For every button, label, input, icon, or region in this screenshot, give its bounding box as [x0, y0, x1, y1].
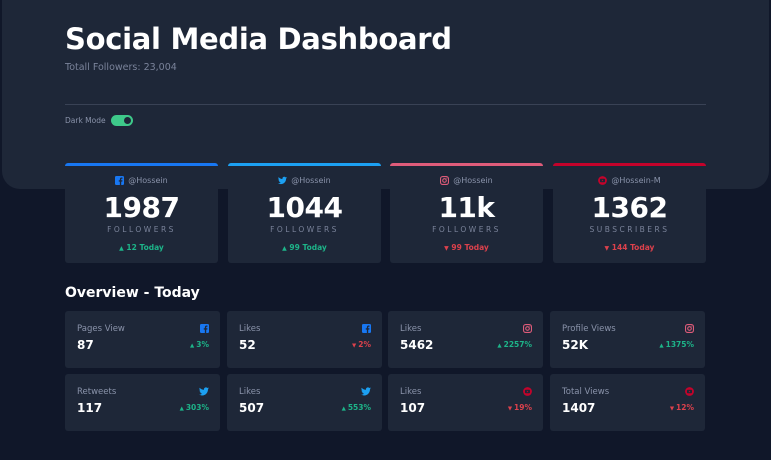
- overview-label: Retweets: [77, 387, 117, 397]
- overview-value: 52K: [562, 338, 588, 352]
- overview-change: ▼ 2%: [352, 340, 371, 349]
- card-count: 11k: [438, 191, 495, 224]
- overview-card[interactable]: Profile Views 52K ▲ 1375%: [550, 311, 705, 368]
- toggle-knob: [124, 117, 131, 124]
- trend-arrow-icon: ▼: [444, 245, 449, 252]
- overview-label: Likes: [400, 387, 422, 397]
- overview-label: Likes: [239, 387, 261, 397]
- overview-title: Overview - Today: [65, 285, 200, 301]
- card-change: ▲ 99 Today: [282, 243, 327, 252]
- overview-value: 87: [77, 338, 94, 352]
- overview-value: 117: [77, 401, 103, 415]
- instagram-icon: [440, 176, 450, 185]
- trend-arrow-icon: ▲: [282, 245, 287, 252]
- card-accent-bar: [553, 163, 706, 166]
- card-accent-bar: [228, 163, 381, 166]
- dark-mode-label: Dark Mode: [65, 116, 106, 125]
- card-unit: FOLLOWERS: [107, 225, 176, 234]
- follower-card-youtube[interactable]: @Hossein-M 1362 SUBSCRIBERS ▼ 144 Today: [553, 163, 706, 263]
- card-unit: FOLLOWERS: [270, 225, 339, 234]
- facebook-icon: [199, 323, 209, 333]
- twitter-icon: [278, 176, 288, 185]
- trend-arrow-icon: ▲: [341, 406, 346, 412]
- facebook-icon: [115, 176, 125, 185]
- trend-arrow-icon: ▼: [604, 245, 610, 252]
- overview-change: ▲ 303%: [179, 403, 209, 412]
- follower-card-facebook[interactable]: @Hossein 1987 FOLLOWERS ▲ 12 Today: [65, 163, 218, 263]
- header-panel: [2, 0, 769, 189]
- card-accent-bar: [65, 163, 218, 166]
- card-count: 1362: [591, 191, 668, 224]
- card-handle: @Hossein: [453, 176, 493, 185]
- overview-label: Pages View: [77, 324, 125, 334]
- trend-arrow-icon: ▲: [190, 343, 195, 349]
- instagram-icon: [684, 323, 694, 333]
- overview-card[interactable]: Total Views 1407 ▼ 12%: [550, 374, 705, 431]
- total-followers: Totall Followers: 23,004: [65, 62, 177, 73]
- youtube-icon: [684, 386, 694, 396]
- card-count: 1044: [266, 191, 343, 224]
- card-accent-bar: [390, 163, 543, 166]
- overview-change: ▼ 12%: [669, 403, 694, 412]
- overview-card[interactable]: Pages View 87 ▲ 3%: [65, 311, 220, 368]
- overview-card[interactable]: Likes 107 ▼ 19%: [388, 374, 543, 431]
- card-change: ▼ 99 Today: [444, 243, 489, 252]
- overview-card[interactable]: Likes 507 ▲ 553%: [227, 374, 382, 431]
- overview-card[interactable]: Likes 52 ▼ 2%: [227, 311, 382, 368]
- overview-change: ▲ 553%: [341, 403, 371, 412]
- overview-card[interactable]: Likes 5462 ▲ 2257%: [388, 311, 543, 368]
- twitter-icon: [361, 386, 371, 396]
- overview-change: ▲ 2257%: [497, 340, 532, 349]
- card-change: ▼ 144 Today: [604, 243, 655, 252]
- overview-change: ▼ 19%: [507, 403, 532, 412]
- overview-label: Likes: [400, 324, 422, 334]
- overview-value: 5462: [400, 338, 434, 352]
- overview-value: 1407: [562, 401, 596, 415]
- trend-arrow-icon: ▲: [497, 343, 502, 349]
- card-handle: @Hossein-M: [611, 176, 661, 185]
- card-handle: @Hossein: [291, 176, 331, 185]
- overview-value: 52: [239, 338, 256, 352]
- trend-arrow-icon: ▼: [507, 406, 513, 412]
- header-divider: [65, 104, 706, 105]
- facebook-icon: [361, 323, 371, 333]
- card-change: ▲ 12 Today: [119, 243, 164, 252]
- overview-label: Profile Views: [562, 324, 616, 334]
- follower-card-instagram[interactable]: @Hossein 11k FOLLOWERS ▼ 99 Today: [390, 163, 543, 263]
- overview-change: ▲ 1375%: [659, 340, 694, 349]
- dark-mode-toggle[interactable]: [111, 115, 133, 126]
- card-handle: @Hossein: [128, 176, 168, 185]
- card-unit: SUBSCRIBERS: [589, 225, 670, 234]
- overview-label: Likes: [239, 324, 261, 334]
- overview-change: ▲ 3%: [190, 340, 209, 349]
- instagram-icon: [522, 323, 532, 333]
- page-title: Social Media Dashboard: [65, 22, 452, 56]
- trend-arrow-icon: ▲: [179, 406, 184, 412]
- trend-arrow-icon: ▲: [659, 343, 664, 349]
- follower-card-twitter[interactable]: @Hossein 1044 FOLLOWERS ▲ 99 Today: [228, 163, 381, 263]
- overview-card[interactable]: Retweets 117 ▲ 303%: [65, 374, 220, 431]
- overview-value: 507: [239, 401, 265, 415]
- twitter-icon: [199, 386, 209, 396]
- trend-arrow-icon: ▲: [119, 245, 124, 252]
- youtube-icon: [598, 176, 608, 185]
- card-count: 1987: [103, 191, 180, 224]
- overview-value: 107: [400, 401, 426, 415]
- trend-arrow-icon: ▼: [352, 343, 357, 349]
- overview-label: Total Views: [562, 387, 610, 397]
- card-unit: FOLLOWERS: [432, 225, 501, 234]
- youtube-icon: [522, 386, 532, 396]
- trend-arrow-icon: ▼: [669, 406, 675, 412]
